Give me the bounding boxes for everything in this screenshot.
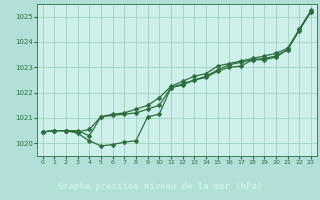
Text: Graphe pression niveau de la mer (hPa): Graphe pression niveau de la mer (hPa) — [58, 182, 262, 191]
